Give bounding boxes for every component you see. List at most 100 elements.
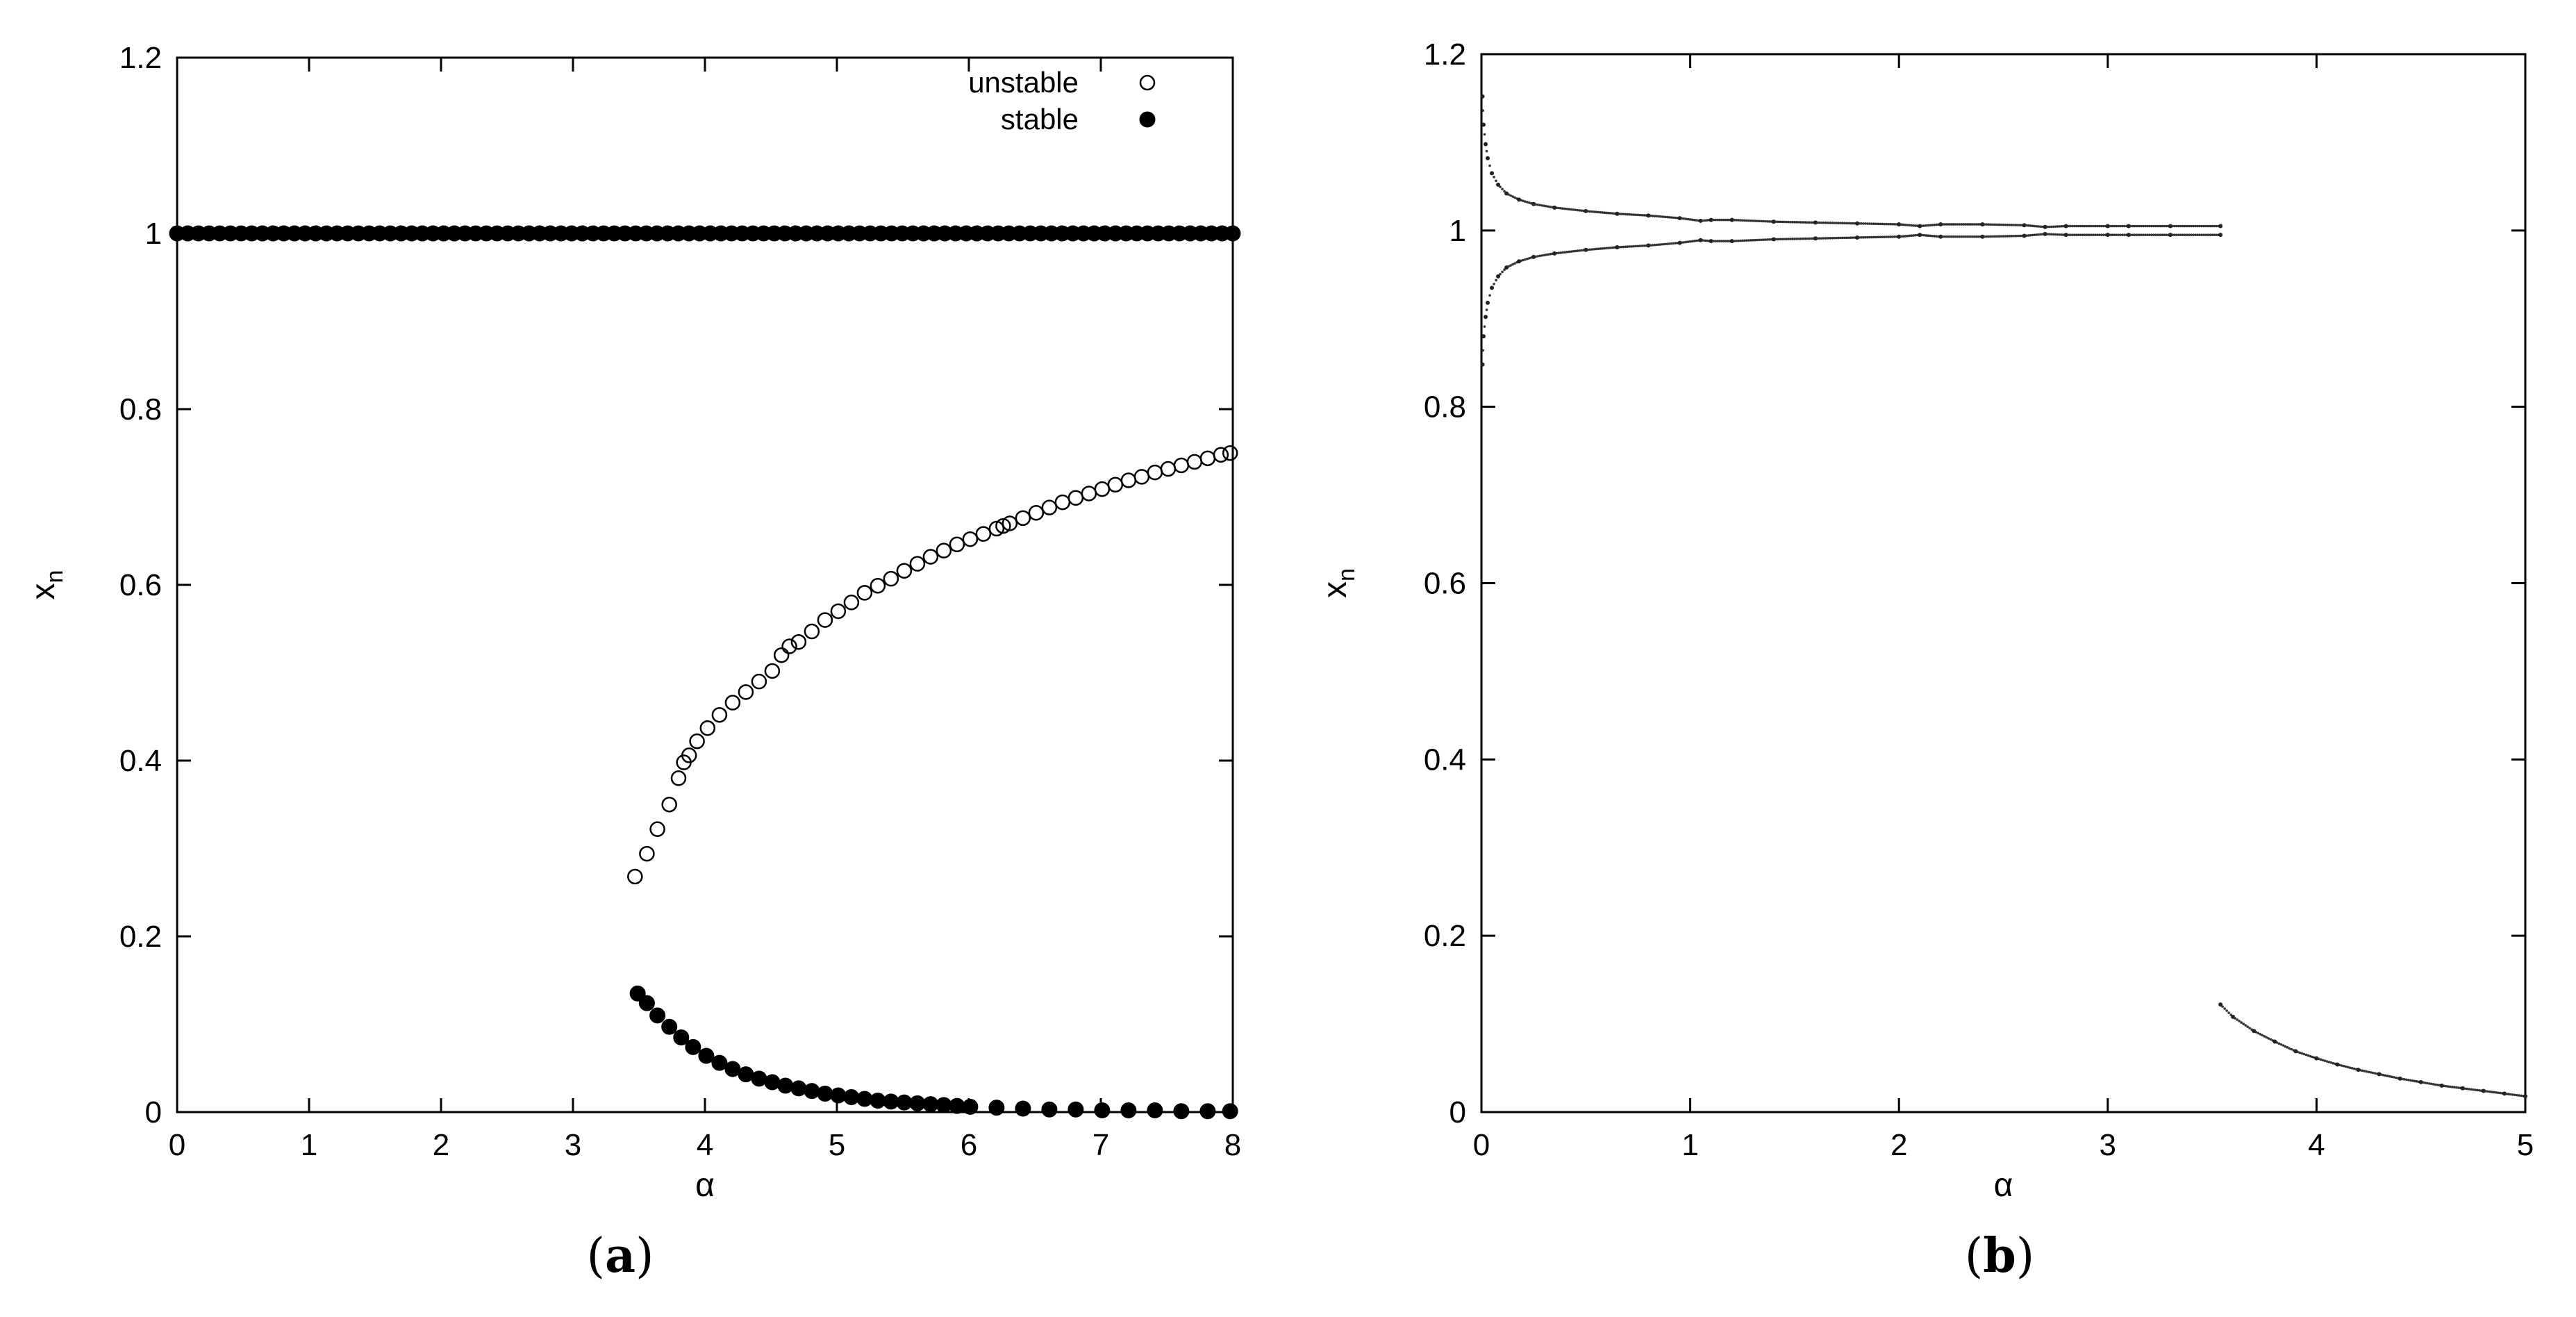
- data-point: [1120, 1102, 1137, 1118]
- curve-dot: [1588, 248, 1592, 251]
- curve-dot: [1839, 236, 1842, 240]
- curve-dot: [1747, 239, 1750, 242]
- curve-dot: [2323, 1059, 2327, 1062]
- curve-dot: [2140, 233, 2143, 236]
- curve-dot: [1875, 235, 1877, 239]
- curve-dot: [2054, 233, 2057, 236]
- curve-dot: [2006, 235, 2009, 238]
- x-tick-label: 3: [565, 1128, 581, 1162]
- curve-dot: [1736, 219, 1740, 222]
- curve-dot: [1640, 245, 1644, 247]
- data-point: [1615, 211, 1620, 216]
- data-point: [1186, 454, 1203, 470]
- curve-dot: [1945, 235, 1949, 238]
- curve-dot: [1900, 223, 1903, 226]
- caption-b-close: ): [2016, 1229, 2035, 1284]
- curve-dot: [2134, 224, 2136, 228]
- curve-dot: [2371, 1071, 2375, 1075]
- curve-dot: [1481, 349, 1485, 352]
- curve-dot: [1540, 254, 1543, 257]
- curve-dot: [1568, 250, 1571, 254]
- curve-dot: [1586, 210, 1590, 213]
- curve-dot: [2518, 1094, 2520, 1097]
- x-tick-label: 2: [1891, 1128, 1907, 1162]
- data-point: [830, 1087, 847, 1104]
- curve-dot: [1987, 223, 1991, 226]
- curve-dot: [2146, 224, 2149, 228]
- curve-dot: [1509, 194, 1512, 197]
- curve-dot: [2263, 1035, 2266, 1038]
- curve-dot: [1904, 223, 1907, 226]
- curve-dot: [1632, 213, 1636, 216]
- curve-dot: [1736, 239, 1740, 242]
- curve-dot: [2238, 1020, 2241, 1022]
- data-point: [830, 603, 847, 620]
- curve-dot: [2505, 1092, 2508, 1095]
- curve-dot: [2267, 1037, 2270, 1040]
- curve-dot: [1578, 249, 1581, 252]
- y-axis-label-main: x: [1317, 581, 1354, 598]
- curve-dot: [1983, 235, 1986, 238]
- curve-dot: [1783, 238, 1786, 241]
- curve-dot: [1561, 207, 1565, 210]
- curve-dot: [1488, 164, 1491, 167]
- curve-dot: [2159, 224, 2161, 228]
- curve-dot: [1929, 234, 1932, 238]
- data-point: [649, 821, 665, 837]
- data-point: [639, 845, 655, 862]
- curve-dot: [1630, 213, 1634, 216]
- curve-dot: [2327, 1061, 2331, 1063]
- curve-dot: [1885, 222, 1888, 226]
- curve-dot: [1499, 185, 1502, 188]
- curve-dot: [1977, 235, 1980, 238]
- data-point: [1147, 464, 1163, 481]
- curve-dot: [1684, 240, 1688, 244]
- x-axis-label: α: [695, 1167, 715, 1204]
- curve-dot: [2277, 1042, 2281, 1045]
- curve-dot: [2373, 1072, 2377, 1075]
- curve-dot: [2242, 1022, 2245, 1025]
- curve-dot: [1488, 294, 1491, 297]
- data-point: [1698, 238, 1703, 242]
- curve-dot: [1655, 243, 1659, 247]
- curve-dot: [2402, 1077, 2406, 1081]
- curve-dot: [2404, 1078, 2408, 1082]
- curve-dot: [2081, 224, 2084, 228]
- curve-dot: [1534, 203, 1537, 206]
- curve-dot: [2497, 1091, 2500, 1095]
- curve-dot: [2198, 233, 2201, 236]
- curve-dot: [2004, 235, 2007, 238]
- curve-dot: [2269, 1038, 2272, 1041]
- curve-dot: [2075, 233, 2078, 236]
- curve-dot: [1943, 235, 1947, 238]
- data-point: [2398, 1076, 2402, 1081]
- data-point: [1107, 477, 1124, 493]
- curve-dot: [1722, 240, 1725, 242]
- curve-dot: [1947, 223, 1951, 226]
- curve-dot: [2194, 233, 2197, 236]
- y-tick-label: 0: [145, 1095, 162, 1129]
- curve-dot: [2079, 233, 2082, 236]
- curve-dot: [1920, 224, 1924, 228]
- curve-dot: [1931, 224, 1934, 226]
- curve-dot: [2442, 1084, 2445, 1088]
- curve-dot: [1501, 188, 1504, 190]
- curve-dot: [2204, 224, 2207, 228]
- data-point: [962, 531, 979, 547]
- curve-dot: [2382, 1073, 2385, 1077]
- curve-dot: [2452, 1086, 2456, 1089]
- curve-dot: [1781, 238, 1784, 241]
- curve-dot: [2025, 234, 2028, 237]
- curve-dot: [2132, 224, 2134, 228]
- curve-dot: [2202, 224, 2205, 228]
- data-point: [1490, 171, 1495, 176]
- curve-dot: [1802, 221, 1804, 224]
- data-point: [2043, 231, 2047, 236]
- curve-dot: [2474, 1088, 2477, 1091]
- curve-dot: [1513, 196, 1516, 199]
- curve-dot: [2493, 1091, 2495, 1094]
- curve-dot: [2298, 1051, 2302, 1054]
- curve-dot: [2047, 233, 2051, 235]
- curve-dot: [2056, 233, 2059, 236]
- curve-dot: [1791, 220, 1794, 224]
